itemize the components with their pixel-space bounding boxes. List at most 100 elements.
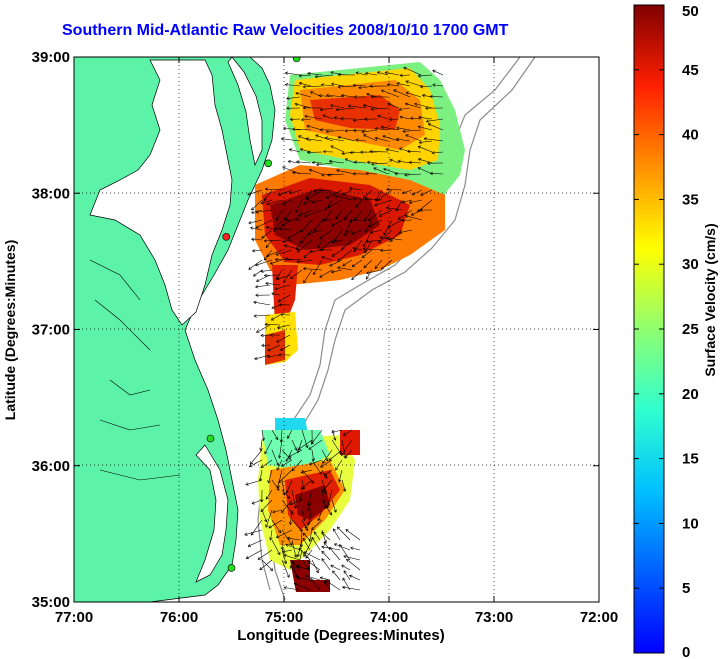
- velocity-arrow-head: [309, 251, 313, 254]
- velocity-arrow-head: [308, 169, 312, 173]
- velocity-arrow: [281, 459, 293, 467]
- velocity-arrow-head: [313, 229, 317, 232]
- velocity-arrow-head: [337, 74, 341, 77]
- velocity-arrow-head: [361, 131, 365, 134]
- velocity-arrow: [331, 239, 343, 243]
- velocity-arrow: [281, 499, 293, 513]
- velocity-arrow-head: [348, 104, 352, 107]
- y-axis-ticks: 35:00 36:00 37:00 38:00 39:00: [32, 49, 599, 611]
- velocity-arrow-head: [295, 564, 299, 567]
- velocity-arrow-head: [344, 456, 348, 459]
- velocity-arrow: [405, 215, 423, 221]
- velocity-arrow-head: [337, 267, 341, 270]
- velocity-arrow-head: [307, 234, 311, 236]
- velocity-arrow-head: [245, 556, 248, 559]
- velocity-arrow: [432, 84, 444, 87]
- velocity-arrow: [331, 249, 343, 257]
- velocity-arrow-head: [283, 126, 287, 129]
- velocity-arrow-head: [417, 146, 421, 149]
- velocity-arrow: [291, 539, 297, 558]
- velocity-arrow: [369, 151, 389, 153]
- velocity-arrow-head: [271, 567, 274, 571]
- velocity-arrow-head: [304, 214, 307, 217]
- velocity-arrow-head: [399, 116, 403, 119]
- velocity-arrow-head: [374, 136, 379, 139]
- velocity-arrow-head: [251, 212, 255, 214]
- velocity-arrow-head: [409, 162, 412, 165]
- velocity-arrow-head: [296, 576, 299, 580]
- velocity-arrow: [341, 439, 346, 459]
- velocity-arrow-head: [276, 279, 280, 281]
- velocity-arrow: [273, 219, 283, 232]
- velocity-arrow-head: [326, 94, 330, 97]
- velocity-arrow-head: [318, 248, 322, 251]
- velocity-arrow: [342, 259, 353, 267]
- velocity-arrow-head: [324, 579, 327, 583]
- velocity-arrow: [264, 249, 273, 261]
- velocity-arrow: [399, 116, 411, 120]
- velocity-arrow-head: [345, 488, 347, 492]
- velocity-arrow-head: [253, 301, 257, 305]
- velocity-arrow-head: [282, 239, 286, 243]
- velocity-arrow-head: [277, 485, 280, 489]
- velocity-arrow: [310, 578, 321, 591]
- velocity-arrow-head: [266, 253, 269, 257]
- velocity-arrow: [277, 294, 291, 303]
- velocity-arrow: [282, 549, 293, 553]
- velocity-arrow: [354, 209, 363, 221]
- velocity-arrow-head: [365, 239, 369, 243]
- velocity-arrow: [414, 103, 433, 109]
- velocity-arrow: [247, 189, 263, 196]
- velocity-arrow: [321, 239, 333, 251]
- velocity-arrow: [426, 118, 444, 122]
- velocity-arrow: [374, 137, 389, 142]
- velocity-arrow: [300, 479, 313, 490]
- velocity-arrow-head: [364, 117, 368, 120]
- velocity-arrow-head: [349, 575, 352, 578]
- velocity-arrow: [321, 479, 327, 495]
- velocity-arrow: [331, 83, 345, 87]
- velocity-arrow-head: [404, 174, 408, 177]
- velocity-arrow-head: [334, 194, 338, 196]
- velocity-arrow: [303, 551, 321, 561]
- velocity-arrow-head: [280, 347, 283, 351]
- velocity-arrow: [317, 509, 323, 521]
- velocity-arrow-head: [336, 169, 340, 173]
- velocity-arrow: [302, 85, 323, 88]
- velocity-arrow-head: [353, 96, 357, 99]
- velocity-arrow-head: [303, 201, 306, 205]
- velocity-arrow-head: [305, 137, 309, 139]
- velocity-arrow-head: [351, 276, 353, 280]
- velocity-arrow-head: [245, 484, 249, 486]
- velocity-arrow-head: [306, 125, 310, 128]
- velocity-arrow: [261, 229, 273, 239]
- velocity-arrow: [366, 269, 383, 274]
- velocity-arrow-head: [405, 102, 409, 104]
- velocity-arrow-head: [325, 137, 328, 140]
- colorbar-tick-label: 45: [682, 62, 699, 79]
- velocity-arrow-head: [290, 275, 292, 279]
- velocity-arrow: [307, 229, 323, 235]
- velocity-arrow-head: [337, 526, 341, 529]
- velocity-arrow-head: [330, 565, 333, 568]
- velocity-arrow-head: [321, 531, 323, 536]
- velocity-arrow-head: [265, 246, 269, 248]
- velocity-arrow-head: [305, 445, 308, 449]
- velocity-arrow: [405, 92, 422, 98]
- velocity-arrow: [249, 459, 263, 468]
- velocity-arrow-head: [398, 230, 402, 234]
- velocity-arrow: [299, 82, 312, 87]
- velocity-arrow-head: [289, 119, 293, 122]
- velocity-arrow-head: [352, 173, 356, 176]
- velocity-arrow: [309, 169, 323, 175]
- velocity-arrow: [300, 469, 313, 473]
- velocity-arrow: [327, 173, 345, 176]
- velocity-arrow-head: [411, 192, 414, 196]
- velocity-arrow: [265, 239, 273, 248]
- velocity-arrow: [265, 489, 273, 500]
- velocity-arrow-head: [365, 173, 369, 176]
- velocity-arrow-head: [263, 240, 267, 243]
- velocity-arrow: [296, 576, 311, 581]
- velocity-arrow: [333, 229, 343, 242]
